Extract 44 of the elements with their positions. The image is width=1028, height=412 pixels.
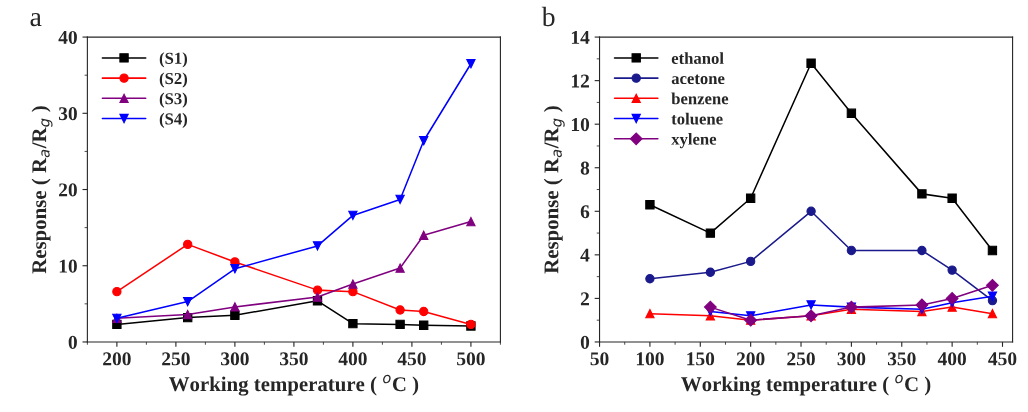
x-axis-title: Working temperature ( $^{o}$C ) [168,374,419,396]
y-tick-label: 14 [571,30,590,44]
legend-label: ethanol [671,52,724,64]
x-tick-label: 50 [590,352,609,366]
x-tick-label: 500 [457,352,485,366]
y-axis-title: Response ( R$_{a}$/R$_{g}$ ) [543,106,565,274]
legend-label: (S3) [159,92,188,108]
legend-label: (S1) [159,52,188,68]
x-tick-label: 200 [103,352,131,366]
legend-label: xylene [671,133,717,149]
x-tick-label: 300 [221,352,249,366]
x-tick-label: 200 [736,352,765,366]
y-tick-label: 40 [58,30,77,45]
x-tick-label: 350 [887,352,916,366]
x-tick-label: 450 [397,352,426,366]
legend-label: benzene [671,92,729,105]
x-tick-label: 100 [636,352,664,366]
y-tick-label: 8 [580,161,590,175]
x-tick-label: 400 [937,352,966,366]
legend-label: toluene [671,112,723,125]
x-tick-label: 250 [787,352,815,366]
chart-title: a [30,12,42,27]
x-tick-label: 450 [988,352,1017,366]
y-tick-label: 6 [580,205,590,219]
y-axis-title: Response ( R$_{a}$/R$_{g}$ ) [31,106,53,274]
x-tick-label: 300 [837,352,866,366]
x-tick-label: 150 [687,352,715,366]
y-tick-label: 10 [571,118,590,132]
y-tick-label: 20 [59,183,77,197]
legend-label: acetone [671,74,725,85]
y-tick-label: 2 [580,292,589,306]
x-tick-label: 400 [338,352,367,366]
legend-label: (S2) [159,72,188,88]
y-tick-label: 10 [59,259,77,273]
y-tick-label: 12 [571,74,589,88]
y-tick-label: 0 [68,335,77,349]
legend-label: (S4) [159,112,188,128]
y-tick-label: 0 [580,335,590,349]
y-tick-label: 4 [580,248,590,262]
x-axis-title: Working temperature ( $^{o}$C ) [681,374,931,396]
x-tick-label: 350 [280,352,308,366]
chart-title: b [541,6,555,27]
x-tick-label: 250 [162,352,190,366]
y-tick-label: 30 [58,107,77,121]
